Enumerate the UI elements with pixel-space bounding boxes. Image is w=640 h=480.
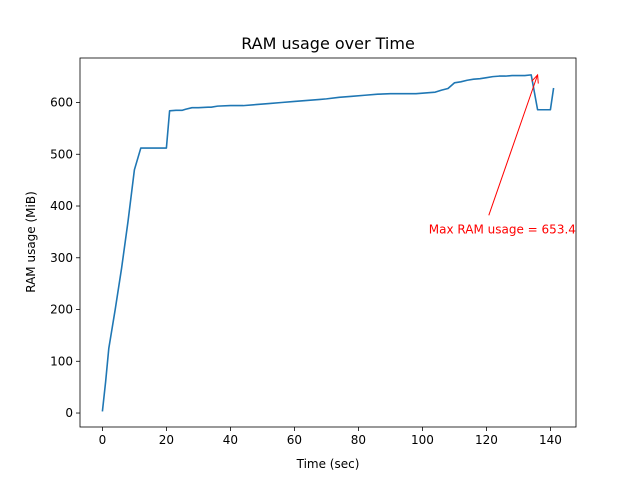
x-tick-label: 120 [475,433,498,447]
y-tick-label: 600 [50,96,73,110]
x-tick-label: 40 [223,433,238,447]
annotation-arrow-line [488,74,539,216]
plot-area: 0 20 40 60 80 100 120 140 0 100 200 300 400 500 600 Max… [50,57,577,447]
y-tick-label: 500 [50,147,73,161]
annotation-label: Max RAM usage = 653.4 [429,222,576,236]
series-line-0 [101,74,555,412]
x-tick-label: 20 [159,433,174,447]
y-tick-label: 300 [50,251,73,265]
y-axis-label: RAM usage (MiB) [24,191,38,293]
x-axis-label: Time (sec) [296,457,360,471]
x-tick-label: 80 [351,433,366,447]
y-tick-label: 400 [50,199,73,213]
y-tick-label: 200 [50,303,73,317]
x-tick-label: 100 [411,433,434,447]
x-tick-label: 60 [287,433,302,447]
x-tick-label: 140 [539,433,562,447]
x-tick-label: 0 [99,433,107,447]
annotation-arrow-head [531,73,539,84]
y-tick-label: 0 [65,406,73,420]
chart-title: RAM usage over Time [241,34,415,53]
axes-frame [79,57,577,428]
y-tick-label: 100 [50,354,73,368]
